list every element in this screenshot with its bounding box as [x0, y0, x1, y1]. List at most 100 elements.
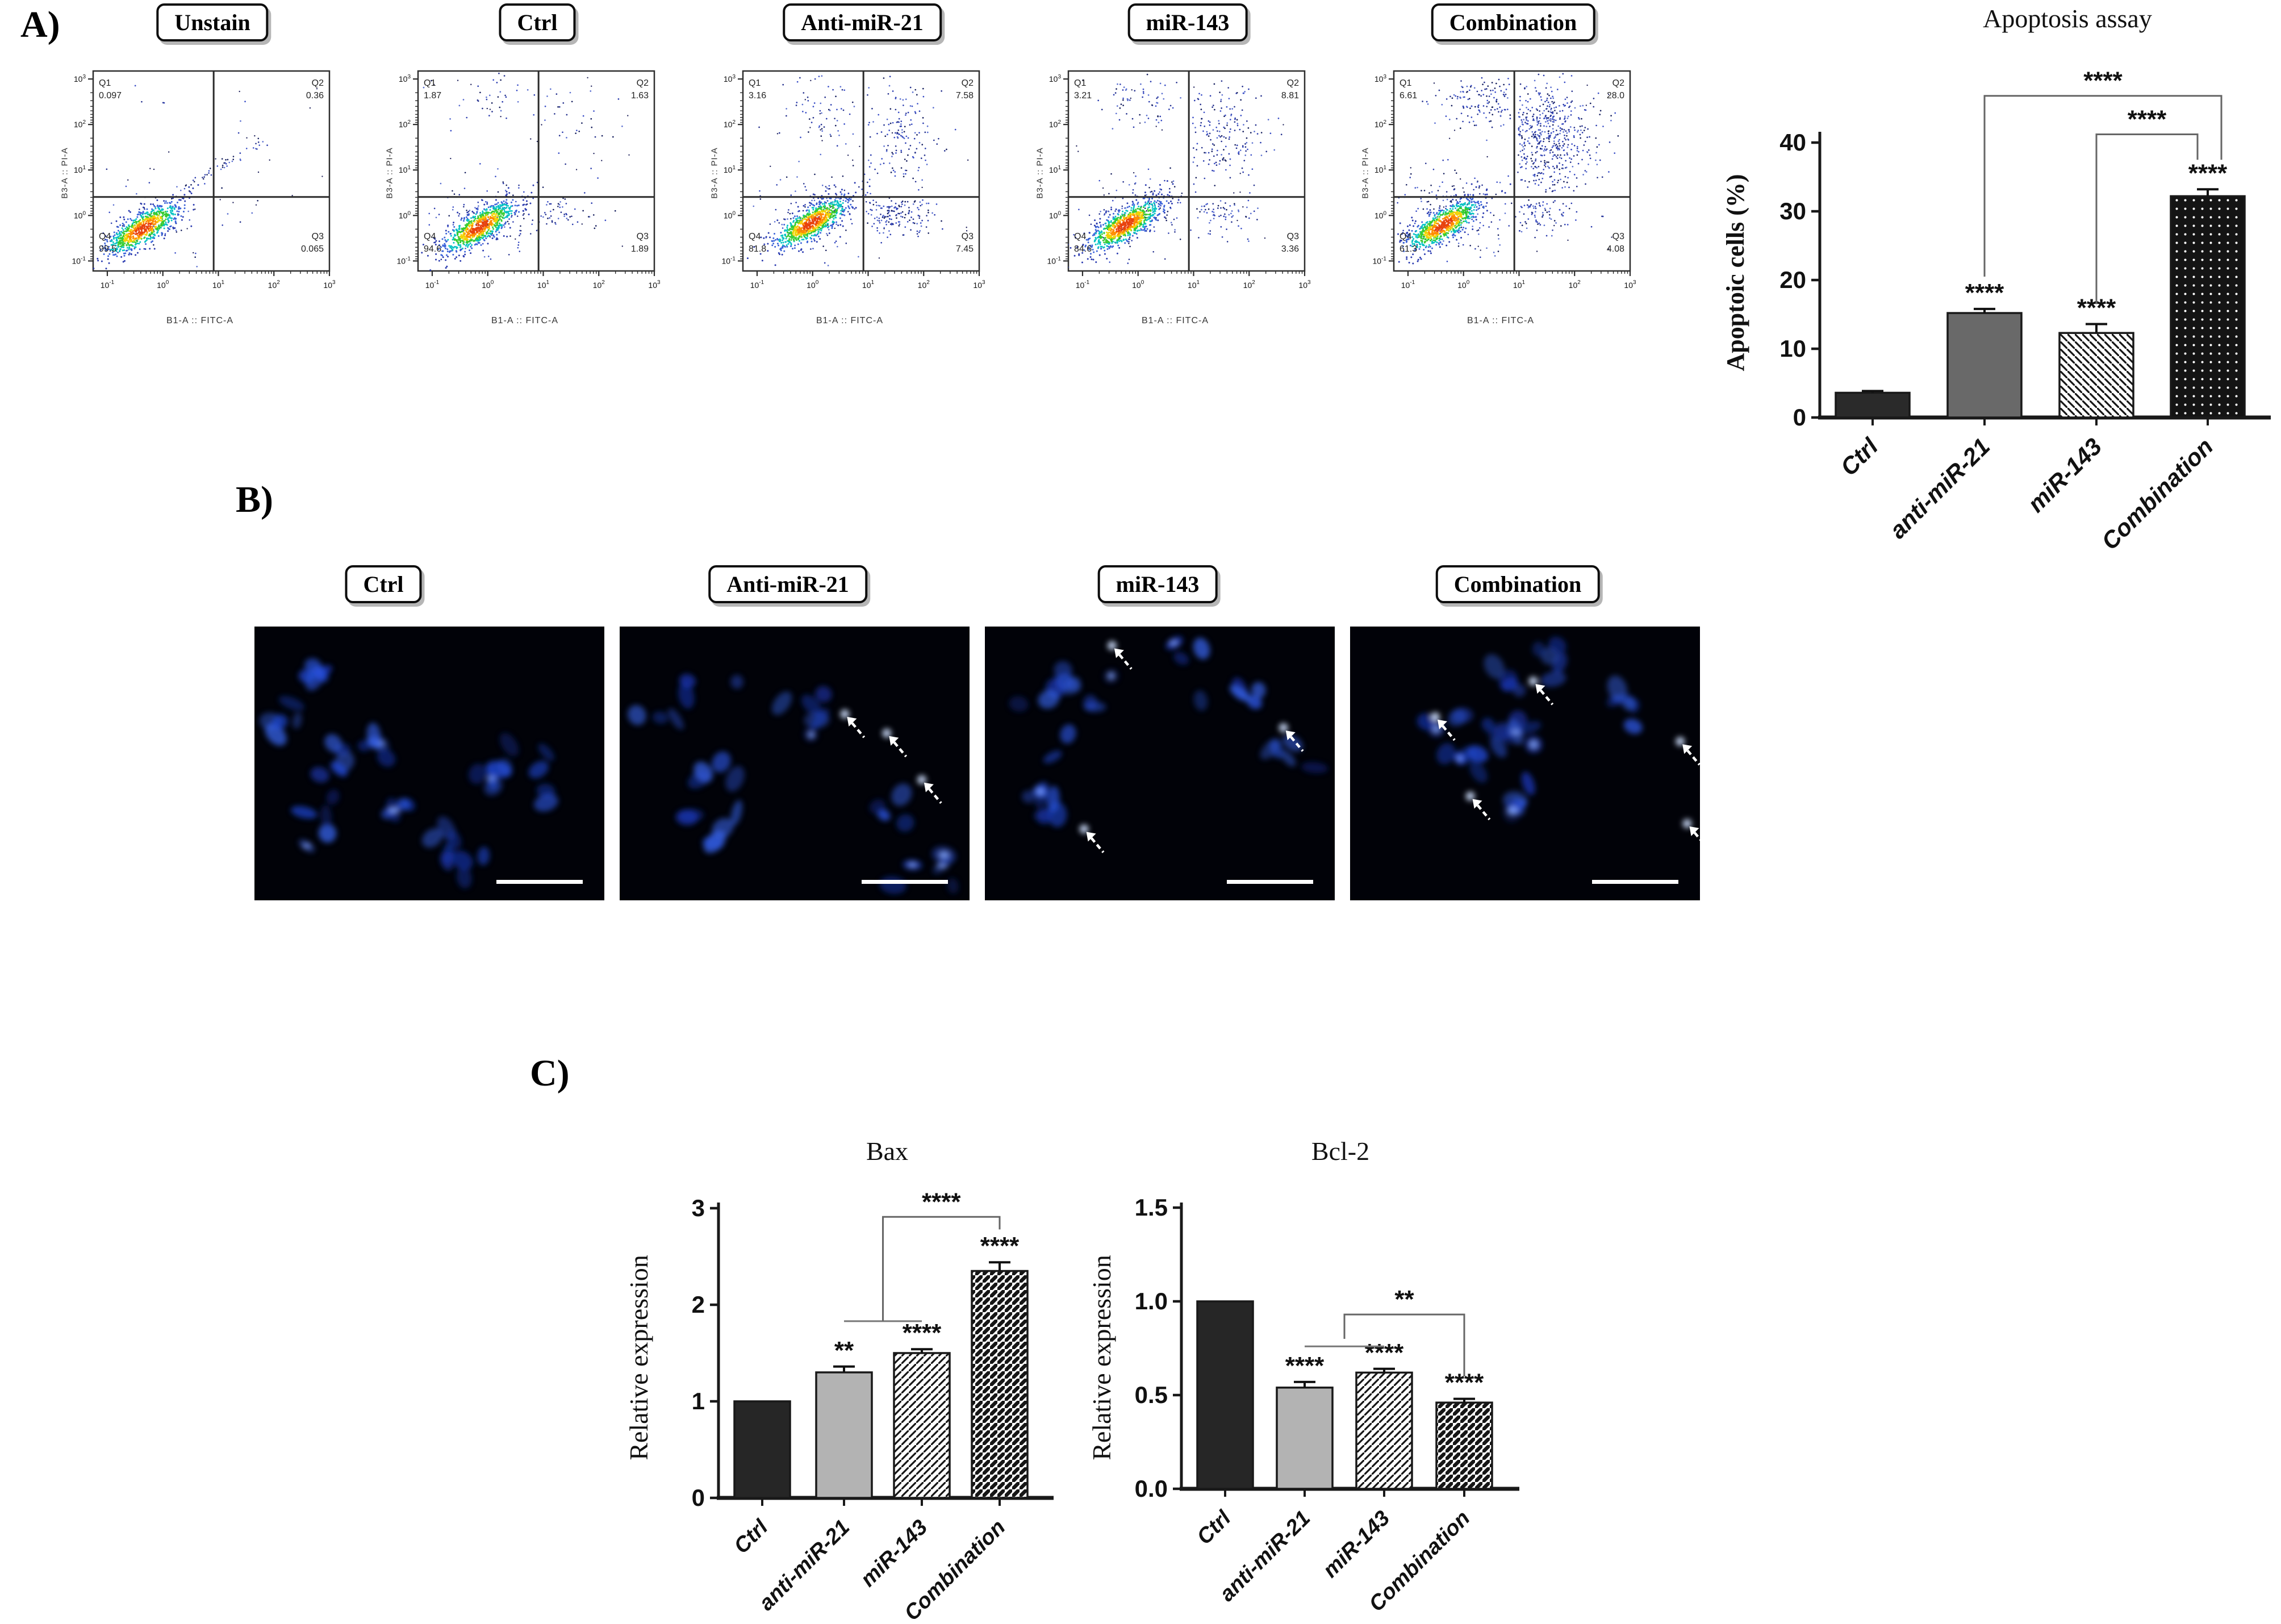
y-tick-label: 103	[399, 74, 411, 84]
axis-ticks	[1063, 78, 1306, 276]
y-tick-label: 101	[74, 165, 86, 174]
y-tick-label: 0	[1793, 404, 1806, 431]
x-tick-label: 101	[1188, 279, 1200, 290]
x-tick-label: 101	[537, 279, 550, 290]
y-tick-label: 10-1	[72, 256, 86, 265]
y-tick-label: 102	[399, 119, 411, 129]
micro-title-anti-mir-21: Anti-miR-21	[708, 565, 867, 603]
apoptotic-cell-arrow	[1114, 648, 1133, 670]
flow-scatter-plot: 10-1 100 101 102 103 103 102 101 100 10-1 Q1 1.87 Q2…	[397, 70, 661, 290]
panel-a-label: A)	[20, 4, 60, 45]
quadrant-value-q4: 81.8	[749, 244, 766, 254]
category-label-anti-miR-21: anti-miR-21	[1884, 433, 1995, 544]
quadrant-value-q1: 6.61	[1399, 91, 1417, 101]
quadrant-label-q4: Q4	[1399, 232, 1411, 241]
y-tick-label: 100	[399, 210, 411, 220]
plot-frame	[1067, 70, 1306, 272]
quadrant-value-q3: 3.36	[1281, 244, 1299, 254]
y-tick-label: 100	[1375, 210, 1387, 220]
category-label-miR-143: miR-143	[856, 1516, 932, 1592]
x-tick-label: 101	[1513, 279, 1526, 290]
quadrant-value-q3: 0.065	[301, 244, 324, 254]
quadrant-value-q3: 1.89	[631, 244, 649, 254]
plot-frame	[1393, 70, 1631, 272]
x-tick-label: 100	[157, 279, 169, 290]
y-tick-label: 10	[1779, 335, 1806, 362]
y-tick-label: 103	[1375, 74, 1387, 84]
apoptotic-cell-arrow	[924, 782, 942, 804]
flow-plot-unstain: Unstain B3-A :: PI-A 10-1 100 101 102 103 103…	[50, 0, 375, 392]
quadrant-label-q1: Q1	[1399, 78, 1411, 88]
y-tick-label: 102	[724, 119, 736, 129]
quadrant-label-q3: Q3	[637, 232, 649, 241]
significance-stars: ****	[1365, 1339, 1404, 1367]
quadrant-label-q4: Q4	[424, 232, 436, 241]
quadrant-label-q3: Q3	[1612, 232, 1624, 241]
category-label-Combination: Combination	[2096, 433, 2219, 555]
y-tick-label: 101	[399, 165, 411, 174]
category-label-miR-143: miR-143	[1318, 1506, 1394, 1583]
micro-title-ctrl: Ctrl	[345, 565, 422, 603]
panel-b-label: B)	[236, 479, 273, 520]
bracket-significance: **	[1394, 1285, 1414, 1313]
x-tick-label: 102	[1243, 279, 1256, 290]
y-tick-label: 40	[1779, 129, 1806, 156]
y-tick-label: 10-1	[397, 256, 411, 265]
bar-Combination	[971, 1270, 1029, 1499]
quadrant-value-q2: 0.36	[306, 91, 324, 101]
x-tick-label: 102	[268, 279, 281, 290]
y-tick-label: 102	[74, 119, 86, 129]
bcl2-bar-chart: 0.00.51.01.5Ctrl****anti-miR-21****miR-1…	[1135, 1194, 1519, 1617]
bar-miR-143	[893, 1352, 951, 1499]
apoptotic-cell-arrow	[1682, 744, 1700, 766]
flow-plot-title: miR-143	[1127, 3, 1248, 41]
y-tick-label: 102	[1049, 119, 1062, 129]
quadrant-label-q3: Q3	[1287, 232, 1299, 241]
flow-scatter-plot: 10-1 100 101 102 103 103 102 101 100 10-1 Q1 3.21 Q2…	[1047, 70, 1311, 290]
bax-bar-chart: 0123Ctrl**anti-miR-21****miR-143****Comb…	[692, 1188, 1054, 1624]
x-tick-label: 101	[862, 279, 875, 290]
axis-ticks	[413, 78, 655, 276]
fluorescence-image-mir-143	[985, 627, 1335, 900]
y-tick-label: 1	[692, 1388, 705, 1414]
y-tick-label: 100	[1049, 210, 1062, 220]
y-tick-label: 100	[74, 210, 86, 220]
x-tick-label: 102	[593, 279, 605, 290]
quadrant-value-q3: 4.08	[1607, 244, 1624, 254]
scatter-points	[1397, 73, 1619, 265]
y-tick-label: 10-1	[1373, 256, 1387, 265]
bar-miR-143	[1355, 1371, 1413, 1490]
flow-plot-ctrl: Ctrl B3-A :: PI-A 10-1 100 101 102 103 103 102…	[375, 0, 700, 392]
flow-x-axis-label: B1-A :: FITC-A	[166, 316, 233, 325]
x-tick-label: 10-1	[101, 279, 115, 290]
nuclei	[1009, 636, 1329, 834]
x-tick-label: 10-1	[425, 279, 440, 290]
significance-stars: ****	[903, 1319, 942, 1347]
scale-bar	[1592, 880, 1678, 884]
flow-plot-title: Anti-miR-21	[783, 3, 942, 41]
quadrant-label-q4: Q4	[99, 232, 111, 241]
bar-Combination	[1435, 1401, 1493, 1490]
fluorescence-image-anti-mir-21	[620, 627, 970, 900]
quadrant-value-q1: 0.097	[99, 91, 122, 101]
category-label-Ctrl: Ctrl	[1835, 432, 1883, 481]
quadrant-value-q1: 3.21	[1074, 91, 1092, 101]
x-tick-label: 102	[1569, 279, 1581, 290]
apoptotic-cell-arrow	[1438, 719, 1456, 741]
quadrant-label-q2: Q2	[312, 78, 324, 88]
significance-stars: **	[834, 1337, 854, 1364]
fluorescence-image-combination	[1350, 627, 1700, 900]
y-tick-label: 103	[1049, 74, 1062, 84]
flow-x-axis-label: B1-A :: FITC-A	[1467, 316, 1534, 325]
y-tick-label: 20	[1779, 266, 1806, 293]
bax-chart-title: Bax	[866, 1137, 909, 1166]
quadrant-label-q1: Q1	[1074, 78, 1086, 88]
scatter-points	[746, 75, 969, 266]
quadrant-label-q2: Q2	[962, 78, 974, 88]
quadrant-label-q1: Q1	[424, 78, 436, 88]
bar-Ctrl	[1196, 1300, 1254, 1490]
comparison-bracket	[1983, 95, 2222, 277]
y-tick-label: 2	[692, 1291, 705, 1318]
quadrant-value-q2: 7.58	[956, 91, 974, 101]
